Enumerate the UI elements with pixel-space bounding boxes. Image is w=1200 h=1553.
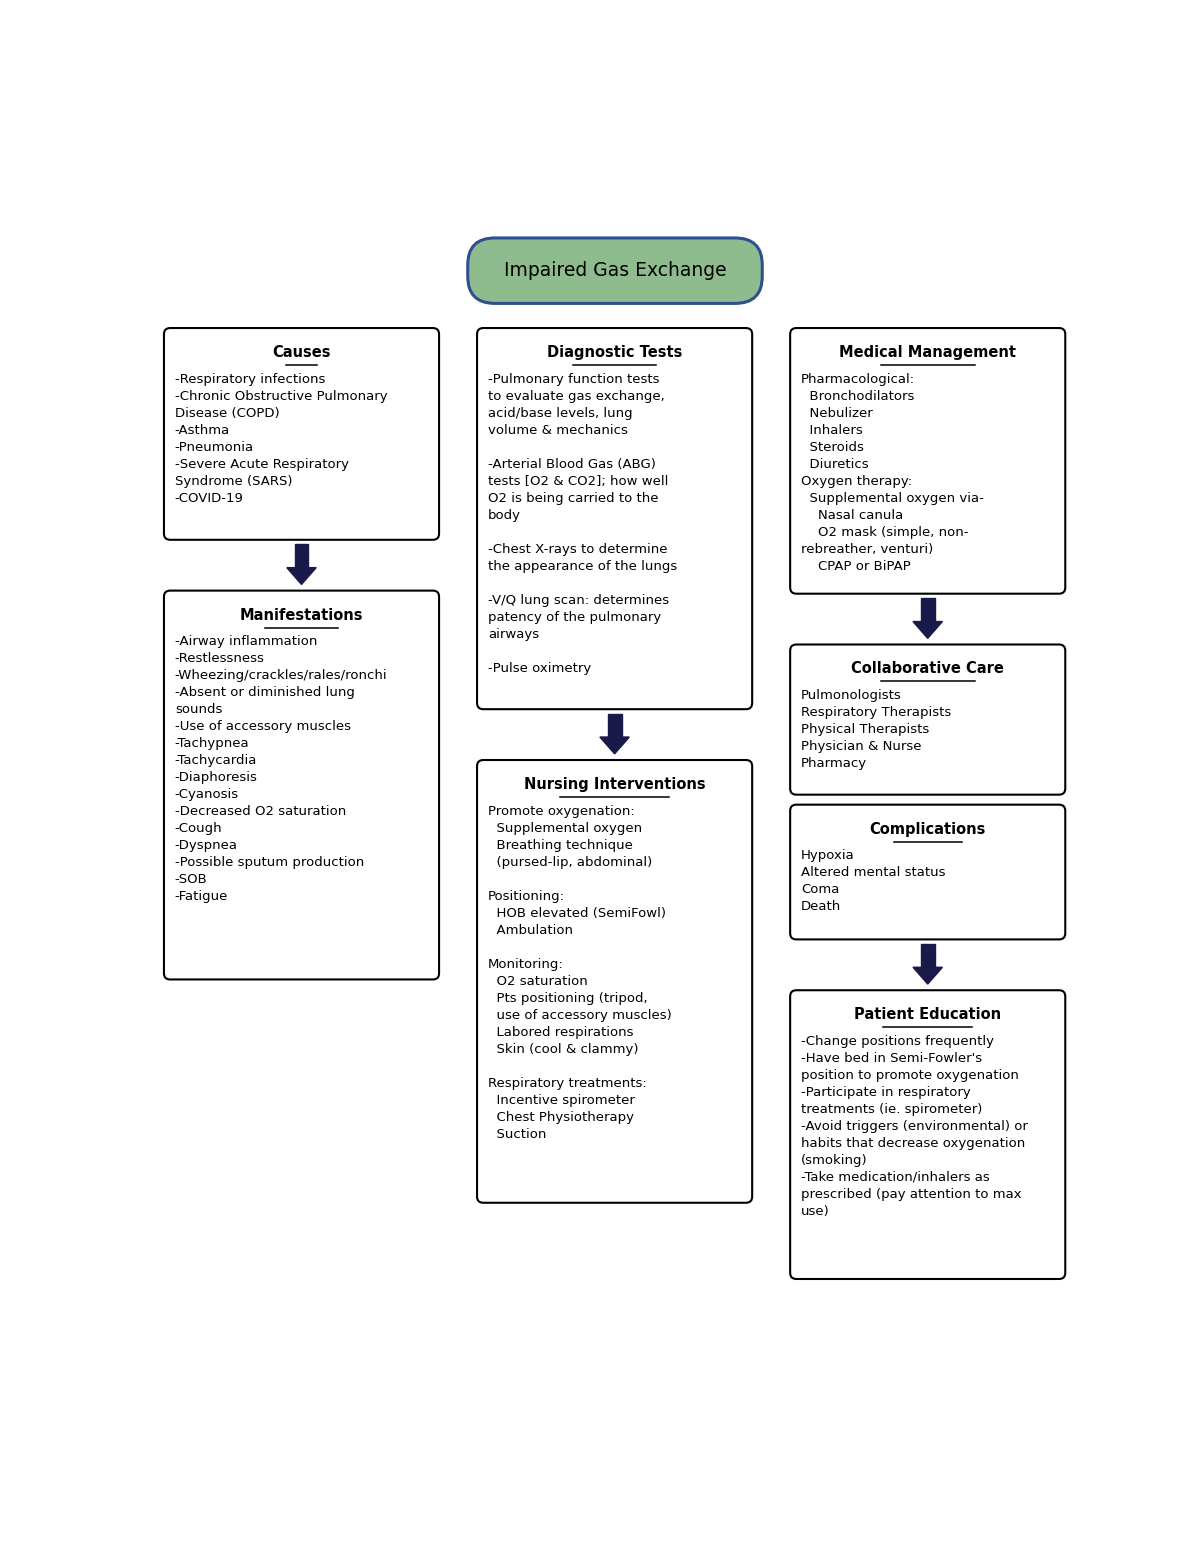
FancyBboxPatch shape (478, 328, 752, 710)
Polygon shape (920, 598, 935, 621)
Text: Promote oxygenation:
  Supplemental oxygen
  Breathing technique
  (pursed-lip, : Promote oxygenation: Supplemental oxygen… (488, 804, 672, 1140)
Polygon shape (600, 738, 629, 753)
Text: Nursing Interventions: Nursing Interventions (523, 776, 706, 792)
FancyBboxPatch shape (790, 804, 1066, 940)
FancyBboxPatch shape (790, 644, 1066, 795)
Text: Impaired Gas Exchange: Impaired Gas Exchange (504, 261, 726, 280)
FancyBboxPatch shape (478, 759, 752, 1202)
Polygon shape (920, 944, 935, 968)
Text: Pulmonologists
Respiratory Therapists
Physical Therapists
Physician & Nurse
Phar: Pulmonologists Respiratory Therapists Ph… (802, 690, 952, 770)
Polygon shape (913, 621, 942, 638)
FancyBboxPatch shape (790, 328, 1066, 593)
Text: -Airway inflammation
-Restlessness
-Wheezing/crackles/rales/ronchi
-Absent or di: -Airway inflammation -Restlessness -Whee… (175, 635, 388, 904)
Polygon shape (287, 568, 317, 584)
Text: Hypoxia
Altered mental status
Coma
Death: Hypoxia Altered mental status Coma Death (802, 849, 946, 913)
Text: Patient Education: Patient Education (854, 1008, 1001, 1022)
Text: Medical Management: Medical Management (839, 345, 1016, 360)
Text: Collaborative Care: Collaborative Care (851, 662, 1004, 677)
Polygon shape (913, 968, 942, 985)
Text: Manifestations: Manifestations (240, 607, 364, 623)
Text: Complications: Complications (870, 822, 986, 837)
Text: Pharmacological:
  Bronchodilators
  Nebulizer
  Inhalers
  Steroids
  Diuretics: Pharmacological: Bronchodilators Nebuliz… (802, 373, 984, 573)
FancyBboxPatch shape (164, 590, 439, 980)
Text: -Pulmonary function tests
to evaluate gas exchange,
acid/base levels, lung
volum: -Pulmonary function tests to evaluate ga… (488, 373, 677, 674)
FancyBboxPatch shape (468, 238, 762, 303)
Polygon shape (294, 545, 308, 568)
Text: Causes: Causes (272, 345, 331, 360)
Text: -Respiratory infections
-Chronic Obstructive Pulmonary
Disease (COPD)
-Asthma
-P: -Respiratory infections -Chronic Obstruc… (175, 373, 388, 505)
Text: Diagnostic Tests: Diagnostic Tests (547, 345, 683, 360)
Polygon shape (607, 714, 622, 738)
Text: -Change positions frequently
-Have bed in Semi-Fowler's
position to promote oxyg: -Change positions frequently -Have bed i… (802, 1034, 1028, 1218)
FancyBboxPatch shape (164, 328, 439, 540)
FancyBboxPatch shape (790, 991, 1066, 1280)
